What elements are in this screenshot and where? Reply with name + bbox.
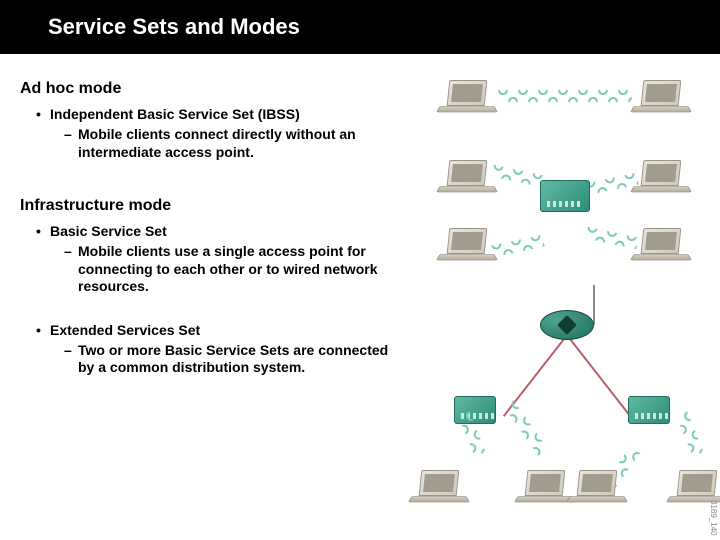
ess-distribution-link	[569, 338, 631, 416]
figure-id-label: 3189_140	[709, 500, 718, 536]
bss-access-point	[540, 180, 590, 212]
adhoc-ibss-bullet: Independent Basic Service Set (IBSS)	[36, 106, 400, 122]
ess-laptop	[516, 470, 574, 512]
bss-laptop	[632, 228, 690, 270]
ess-uplink	[593, 285, 595, 325]
ess-wireless-link	[676, 411, 704, 456]
ess-detail: Two or more Basic Service Sets are conne…	[64, 342, 400, 377]
diagram-area: 3189_140	[410, 70, 720, 540]
ess-wireless-link	[504, 400, 548, 456]
bss-laptop	[632, 160, 690, 202]
infra-heading: Infrastructure mode	[20, 197, 400, 215]
text-content: Ad hoc mode Independent Basic Service Se…	[20, 80, 400, 381]
slide-title: Service Sets and Modes	[0, 0, 720, 54]
ibss-laptop	[438, 80, 496, 122]
ess-laptop	[410, 470, 468, 512]
adhoc-heading: Ad hoc mode	[20, 80, 400, 98]
bss-wireless-link	[491, 235, 544, 258]
bss-detail: Mobile clients use a single access point…	[64, 243, 400, 296]
ess-bullet: Extended Services Set	[36, 322, 400, 338]
adhoc-ibss-detail: Mobile clients connect directly without …	[64, 126, 400, 161]
bss-laptop	[438, 160, 496, 202]
ess-router	[540, 310, 594, 340]
bss-wireless-link	[491, 165, 544, 188]
ess-access-point	[628, 396, 670, 424]
bss-bullet: Basic Service Set	[36, 223, 400, 239]
bss-wireless-link	[585, 227, 638, 250]
ibss-wireless-link	[498, 90, 632, 102]
bss-laptop	[438, 228, 496, 270]
ibss-laptop	[632, 80, 690, 122]
ess-laptop	[568, 470, 626, 512]
